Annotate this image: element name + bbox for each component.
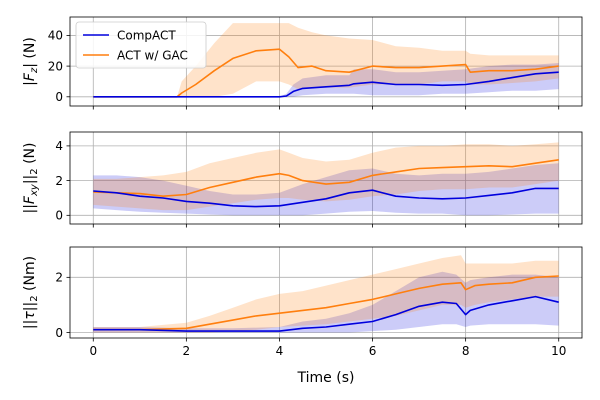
x-axis-label: Time (s): [297, 370, 355, 386]
axes-frame-fxy: [69, 131, 583, 225]
y-tick-label-fxy: 0: [55, 209, 63, 223]
band-compact-fxy: [93, 163, 559, 216]
panel-fxy: 0 2 4 ||Fxy||2 (N): [22, 131, 583, 228]
x-tick-label: 0: [89, 344, 97, 358]
axes-frame-fz: [69, 16, 583, 107]
line-act-gac-tau: [93, 275, 559, 331]
y-axis-label-fxy: ||Fxy||2 (N): [22, 142, 40, 213]
y-tick-label-fz: 0: [55, 90, 63, 104]
y-axis-label-tau: ||τ||2 (Nm): [22, 256, 40, 329]
band-act-gac-fz: [93, 23, 559, 97]
x-tick-label: 10: [551, 344, 566, 358]
axes-frame-tau: [69, 246, 583, 339]
band-act-gac-tau: [93, 255, 559, 333]
panel-fz: 0 20 40 |Fz| (N) CompACT ACT w/ GAC: [22, 16, 583, 110]
legend-label: ACT w/ GAC: [117, 48, 188, 62]
panel-tau: 0 2 4 6 8 10 0 2 ||τ||2 (Nm) Time (s): [22, 246, 583, 386]
line-act-gac-fz: [93, 48, 559, 98]
y-tick-label-fz: 20: [48, 59, 63, 73]
x-tick-label: 8: [462, 344, 470, 358]
line-compact-fxy: [93, 187, 559, 208]
legend: CompACT ACT w/ GAC: [75, 21, 207, 69]
band-compact-tau: [93, 271, 559, 333]
band-compact-fz: [93, 63, 559, 97]
y-axis-label-fz: |Fz| (N): [22, 37, 40, 86]
y-tick-label-tau: 2: [55, 271, 63, 285]
y-tick-label-tau: 0: [55, 326, 63, 340]
x-tick-label: 2: [183, 344, 191, 358]
x-tick-label: 4: [276, 344, 284, 358]
legend-label: CompACT: [117, 28, 176, 42]
y-tick-label-fxy: 4: [55, 139, 63, 153]
x-tick-label: 6: [369, 344, 377, 358]
band-act-gac-fxy: [93, 142, 559, 211]
line-act-gac-fxy: [93, 159, 559, 197]
line-compact-fz: [93, 71, 559, 98]
y-tick-label-fxy: 2: [55, 174, 63, 188]
line-compact-tau: [93, 295, 559, 332]
y-tick-label-fz: 40: [48, 29, 63, 43]
legend-box: [75, 21, 207, 69]
